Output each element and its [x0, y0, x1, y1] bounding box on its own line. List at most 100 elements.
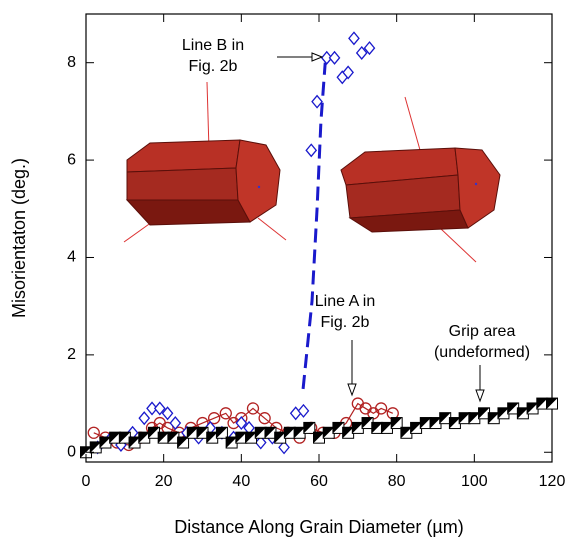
diamond-marker — [363, 41, 376, 56]
marker-fill — [449, 417, 461, 429]
marker-fill — [430, 417, 441, 429]
diamond-marker — [297, 403, 310, 418]
marker-fill — [459, 412, 471, 424]
circle-marker — [374, 402, 388, 415]
half-square-marker — [177, 436, 190, 449]
x-axis-label: Distance Along Grain Diameter (µm) — [174, 517, 463, 537]
fit-line — [301, 62, 327, 390]
annotation: Line B in — [182, 37, 244, 54]
crystal-left — [123, 81, 287, 243]
x-tick-label: 40 — [232, 473, 250, 490]
y-tick-label: 8 — [67, 54, 76, 71]
half-square-marker — [303, 421, 316, 434]
diamond-marker — [355, 45, 368, 60]
y-axis-label: Misorientaton (deg.) — [9, 158, 29, 318]
diamond-marker — [348, 31, 360, 46]
annotation: (undeformed) — [434, 344, 530, 361]
diamond-marker — [138, 411, 151, 426]
marker-fill — [488, 412, 500, 424]
y-tick-label: 2 — [67, 346, 76, 363]
marker-fill — [342, 427, 354, 439]
circle-marker — [258, 412, 271, 425]
marker-fill — [381, 422, 393, 434]
diamond-marker — [305, 143, 318, 158]
x-tick-label: 0 — [82, 473, 91, 490]
marker-fill — [517, 407, 529, 419]
diamond-marker — [320, 50, 333, 65]
marker-fill — [391, 417, 403, 429]
annotation: Fig. 2b — [321, 314, 370, 331]
marker-fill — [507, 402, 519, 414]
marker-fill — [546, 398, 558, 410]
x-tick-label: 80 — [388, 473, 406, 490]
marker-fill — [400, 427, 412, 439]
marker-fill — [274, 432, 286, 444]
x-tick-label: 60 — [310, 473, 328, 490]
marker-fill — [284, 427, 296, 439]
crystal-right — [340, 96, 501, 263]
marker-fill — [255, 427, 267, 439]
circle-marker — [207, 412, 221, 425]
marker-fill — [303, 422, 315, 434]
marker-fill — [216, 427, 228, 439]
y-tick-label: 6 — [67, 151, 76, 168]
marker-fill — [148, 427, 160, 439]
diamond-marker — [342, 65, 354, 80]
plot-marks — [80, 31, 558, 459]
marker-fill — [245, 432, 257, 444]
marker-fill — [90, 441, 102, 453]
annotation: Grip area — [449, 323, 516, 340]
marker-fill — [313, 432, 325, 444]
marker-fill — [478, 407, 490, 419]
marker-fill — [129, 437, 141, 449]
marker-fill — [527, 402, 539, 414]
marker-fill — [158, 432, 170, 444]
marker-fill — [235, 432, 247, 444]
marker-fill — [206, 432, 218, 444]
diamond-marker — [235, 416, 248, 431]
marker-fill — [119, 432, 131, 444]
x-tick-label: 120 — [539, 473, 566, 490]
marker-fill — [332, 422, 344, 434]
diamond-marker — [146, 401, 158, 416]
marker-fill — [410, 422, 422, 434]
marker-fill — [497, 407, 509, 419]
x-tick-label: 100 — [461, 473, 488, 490]
marker-fill — [362, 417, 374, 429]
circle-marker — [219, 407, 232, 420]
diamond-marker — [161, 406, 174, 421]
marker-fill — [264, 427, 276, 439]
y-tick-label: 0 — [67, 443, 76, 460]
marker-fill — [197, 427, 208, 439]
marker-fill — [99, 437, 111, 449]
marker-fill — [226, 437, 238, 449]
diamond-marker — [278, 440, 290, 455]
diamond-marker — [311, 94, 323, 109]
x-tick-label: 20 — [155, 473, 173, 490]
diamond-marker — [169, 416, 182, 431]
marker-fill — [138, 432, 150, 444]
marker-fill — [294, 427, 306, 439]
marker-fill — [468, 412, 480, 424]
marker-fill — [177, 437, 189, 449]
diamond-marker — [328, 50, 341, 65]
annotation: Fig. 2b — [189, 58, 238, 75]
diamond-marker — [153, 401, 166, 416]
arrows — [277, 52, 485, 403]
circle-marker — [87, 426, 100, 439]
half-square-marker — [546, 397, 558, 410]
half-square-marker — [390, 417, 403, 430]
marker-fill — [167, 432, 179, 444]
marker-fill — [109, 432, 121, 444]
marker-fill — [323, 427, 335, 439]
half-square-marker — [215, 426, 228, 439]
marker-fill — [439, 412, 451, 424]
marker-fill — [420, 417, 432, 429]
marker-fill — [536, 398, 548, 410]
diamond-marker — [254, 435, 267, 450]
annotation: Line A in — [315, 293, 376, 310]
marker-fill — [371, 422, 383, 434]
marker-fill — [187, 427, 199, 439]
marker-fill — [352, 422, 364, 434]
